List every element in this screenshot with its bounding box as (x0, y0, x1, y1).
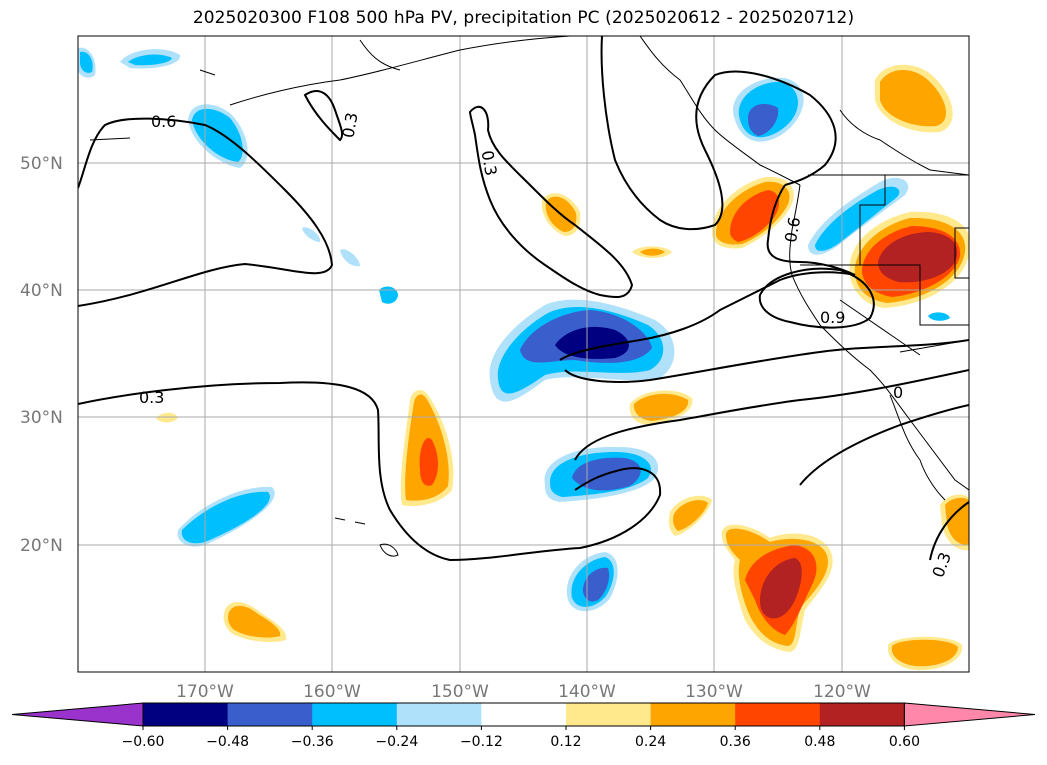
lon-tick-label: 130°W (685, 682, 743, 702)
negative-anomaly-gulf-of-alaska (733, 77, 804, 142)
colorbar-swatch (143, 703, 229, 726)
contour-label: 0.6 (151, 112, 176, 131)
colorbar-tick-label: 0.12 (550, 734, 581, 750)
positive-anomaly-115w-55n (875, 64, 953, 133)
map-title: 2025020300 F108 500 hPa PV, precipitatio… (192, 8, 855, 28)
pv-contour-0.3-se (929, 501, 969, 561)
pv-contour-0.6-coast (758, 267, 875, 329)
coastlines (89, 36, 969, 557)
colorbar-tick-label: 0.36 (720, 734, 751, 750)
negative-anomaly-near-hawaii (177, 486, 275, 547)
colorbar-tick-label: −0.48 (206, 734, 249, 750)
negative-anomaly-small (78, 47, 950, 321)
colorbar-swatch (566, 703, 652, 726)
negative-anomaly-pacific-northwest (808, 177, 909, 255)
lon-tick-label: 120°W (813, 682, 871, 702)
pv-contour-0.3-south (78, 381, 662, 562)
colorbar-tick-label: −0.60 (122, 734, 165, 750)
contour-label: 0.3 (478, 149, 501, 177)
colorbar-swatch (481, 703, 567, 726)
lon-tick-label: 160°W (303, 682, 361, 702)
contour-label: 0.6 (781, 216, 804, 244)
negative-anomaly-tropical (566, 552, 618, 612)
colorbar-swatch (227, 703, 313, 726)
positive-anomaly-small (156, 193, 969, 671)
colorbar-tick-label: 0.48 (804, 734, 835, 750)
map-area: 0.6 0.3 0.3 0.3 0.6 0.9 0.3 0 (78, 36, 969, 672)
contour-label: 0 (893, 383, 903, 402)
colorbar-tick-label: −0.12 (460, 734, 503, 750)
lat-tick-label: 40°N (20, 281, 63, 301)
colorbar-swatch (312, 703, 398, 726)
pv-contour-0.3-subtropical (574, 369, 969, 461)
colorbar-outline (142, 702, 905, 727)
colorbar: −0.60 −0.48 −0.36 −0.24 −0.12 0.12 0.24 0.36 0.4… (11, 702, 1036, 750)
colorbar-swatch (735, 703, 821, 726)
contour-label: 0.3 (139, 388, 164, 407)
lat-tick-label: 50°N (20, 154, 63, 174)
pv-contour-0.3-east-tail (799, 404, 969, 486)
pv-contours (78, 36, 969, 562)
positive-anomaly-152w (400, 389, 454, 507)
pv-contour-0.3-coast (766, 184, 856, 276)
contour-label: 0.3 (339, 111, 362, 139)
colorbar-tick-label: 0.60 (889, 734, 920, 750)
positive-anomaly-127w (711, 176, 794, 249)
negative-anomaly-aleutians (188, 104, 248, 168)
pv-contour-0.3-eastern (559, 271, 856, 361)
pv-contour-0.3-gulf (600, 36, 837, 231)
contour-label: 0.9 (820, 308, 845, 327)
colorbar-extension-max (903, 702, 1036, 727)
pv-contour-0.3-north (303, 90, 344, 142)
positive-anomaly-off-baja (721, 524, 833, 652)
colorbar-tick-label: −0.36 (291, 734, 334, 750)
lat-tick-labels: 50°N 40°N 30°N 20°N (20, 154, 63, 556)
gridlines (78, 36, 969, 672)
lon-tick-label: 150°W (431, 682, 489, 702)
colorbar-tick-label: −0.24 (375, 734, 418, 750)
lon-tick-labels: 170°W 160°W 150°W 140°W 130°W 120°W (176, 682, 871, 702)
colorbar-extension-min (11, 702, 144, 727)
lat-tick-label: 30°N (20, 408, 63, 428)
colorbar-swatch (396, 703, 482, 726)
colorbar-swatch (819, 703, 905, 726)
pv-contour-0-loop (564, 339, 969, 383)
lat-tick-label: 20°N (20, 536, 63, 556)
negative-anomaly-subtropical (544, 446, 659, 502)
colorbar-swatch (650, 703, 736, 726)
pv-contour-0.3-central (468, 105, 634, 299)
colorbar-tick-label: 0.24 (635, 734, 666, 750)
pv-contour-0.6-aleutian (78, 117, 334, 307)
map-frame (77, 35, 970, 673)
lon-tick-label: 140°W (558, 682, 616, 702)
positive-anomaly-western-us (849, 211, 969, 308)
lon-tick-label: 170°W (176, 682, 234, 702)
